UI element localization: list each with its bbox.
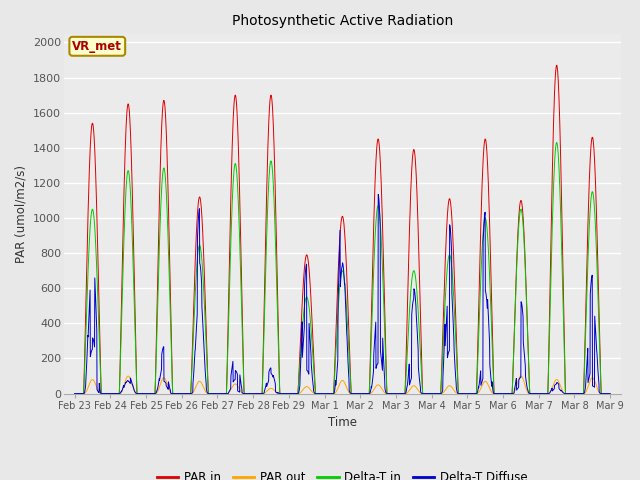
Delta-T in (574, 391, 582, 396)
PAR in (559, 270, 567, 276)
PAR out (220, 391, 228, 396)
PAR in (369, 238, 377, 243)
Delta-T Diffuse (220, 391, 228, 396)
Delta-T Diffuse (498, 391, 506, 396)
PAR in (574, 391, 582, 396)
Delta-T Diffuse (374, 192, 382, 197)
PAR out (124, 373, 132, 379)
PAR out (574, 391, 582, 396)
Legend: PAR in, PAR out, Delta-T in, Delta-T Diffuse: PAR in, PAR out, Delta-T in, Delta-T Dif… (152, 466, 532, 480)
PAR out (370, 387, 378, 393)
Line: Delta-T Diffuse: Delta-T Diffuse (75, 194, 610, 394)
Delta-T in (553, 140, 561, 145)
PAR out (358, 391, 365, 396)
Line: PAR out: PAR out (75, 376, 610, 394)
Delta-T in (559, 298, 567, 304)
Line: Delta-T in: Delta-T in (75, 143, 610, 394)
Y-axis label: PAR (umol/m2/s): PAR (umol/m2/s) (15, 165, 28, 263)
PAR in (553, 62, 561, 68)
Delta-T Diffuse (574, 391, 582, 396)
Delta-T Diffuse (358, 391, 365, 396)
Delta-T in (71, 391, 79, 396)
Delta-T Diffuse (369, 371, 377, 376)
X-axis label: Time: Time (328, 416, 357, 429)
PAR out (559, 389, 567, 395)
Line: PAR in: PAR in (75, 65, 610, 394)
PAR out (606, 391, 614, 396)
Title: Photosynthetic Active Radiation: Photosynthetic Active Radiation (232, 14, 453, 28)
PAR in (71, 391, 79, 396)
PAR in (498, 391, 506, 396)
Delta-T in (498, 391, 506, 396)
Delta-T Diffuse (71, 391, 79, 396)
Delta-T in (606, 391, 614, 396)
Delta-T Diffuse (559, 390, 567, 396)
PAR in (220, 391, 228, 396)
PAR out (498, 391, 506, 396)
Delta-T in (358, 391, 365, 396)
Delta-T in (369, 277, 377, 283)
PAR out (71, 391, 79, 396)
Delta-T Diffuse (606, 391, 614, 396)
PAR in (358, 391, 365, 396)
Text: VR_met: VR_met (72, 40, 122, 53)
PAR in (606, 391, 614, 396)
Delta-T in (220, 391, 228, 396)
